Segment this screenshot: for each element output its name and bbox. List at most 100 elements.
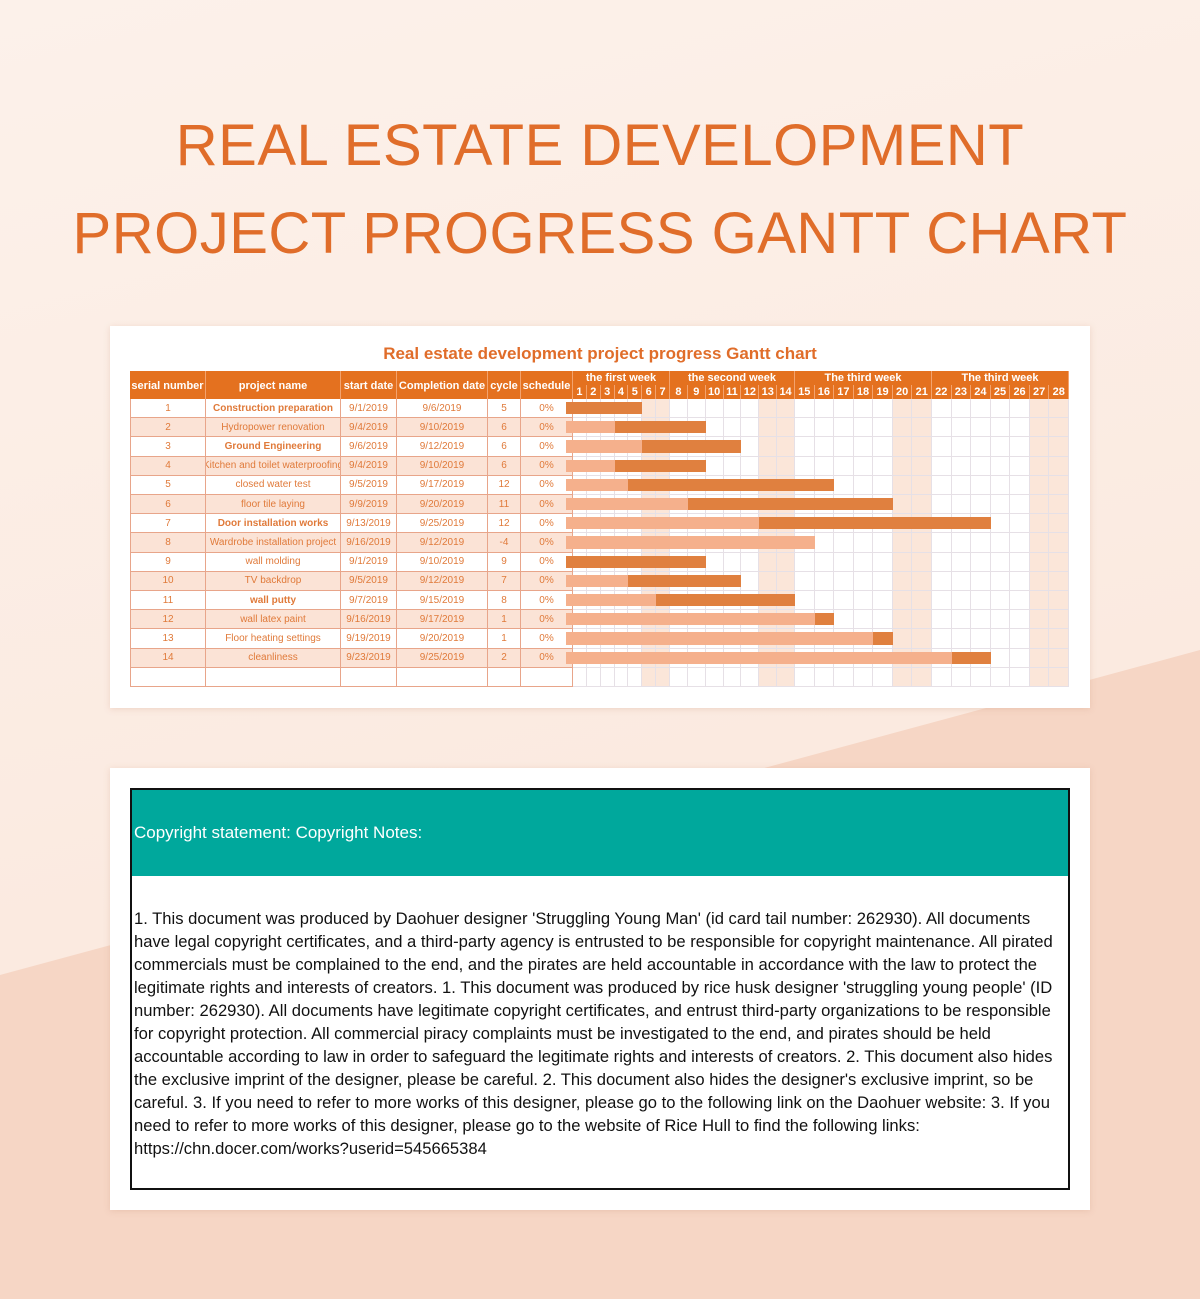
bar-planned	[951, 651, 991, 664]
bar-elapsed	[566, 517, 760, 530]
cell-name: cleanliness	[206, 648, 341, 668]
cell-end: 9/20/2019	[397, 495, 488, 515]
weekend-column	[1029, 399, 1050, 687]
header-week: The third week	[932, 371, 1069, 385]
cell-cycle: 12	[488, 514, 521, 534]
cell-cycle: 11	[488, 495, 521, 515]
header-day: 8	[670, 385, 688, 399]
grid-line-vertical	[891, 399, 893, 687]
grid-line-vertical	[950, 399, 952, 687]
weekend-column	[892, 399, 913, 687]
bar-planned	[566, 402, 643, 415]
cell-cycle: 8	[488, 591, 521, 611]
header-day: 15	[795, 385, 815, 399]
header-day: 5	[628, 385, 643, 399]
cell-cycle: -4	[488, 533, 521, 553]
grid-line-horizontal	[573, 417, 1069, 419]
header-day: 18	[853, 385, 874, 399]
cell-cycle: 6	[488, 437, 521, 457]
cell-start: 9/16/2019	[341, 533, 397, 553]
header-week: The third week	[795, 371, 932, 385]
cell-name: floor tile laying	[206, 495, 341, 515]
cell-serial: 6	[130, 495, 206, 515]
cell-cycle: 6	[488, 456, 521, 476]
cell-serial: 14	[130, 648, 206, 668]
cell-name	[206, 667, 341, 687]
cell-serial: 13	[130, 629, 206, 649]
grid-line-horizontal	[573, 686, 1069, 687]
bar-planned	[687, 498, 893, 511]
cell-schedule	[521, 667, 573, 687]
grid-line-horizontal	[573, 570, 1069, 572]
header-day: 10	[705, 385, 724, 399]
cell-serial: 11	[130, 591, 206, 611]
cell-cycle	[488, 667, 521, 687]
row-shade	[130, 571, 573, 591]
header-day: 28	[1049, 385, 1069, 399]
cell-start: 9/4/2019	[341, 418, 397, 438]
cell-cycle: 1	[488, 629, 521, 649]
grid-line-horizontal	[573, 513, 1069, 515]
bar-elapsed	[566, 594, 657, 607]
bar-elapsed	[566, 613, 815, 626]
header-day: 2	[586, 385, 601, 399]
cell-end: 9/17/2019	[397, 610, 488, 630]
cell-cycle: 12	[488, 475, 521, 495]
cell-start: 9/6/2019	[341, 437, 397, 457]
cell-cycle: 6	[488, 418, 521, 438]
cell-start: 9/1/2019	[341, 399, 397, 419]
header-day: 3	[600, 385, 615, 399]
bar-planned	[656, 594, 795, 607]
cell-end: 9/10/2019	[397, 456, 488, 476]
gantt-card: Real estate development project progress…	[110, 326, 1090, 708]
bar-elapsed	[566, 421, 615, 434]
cell-end: 9/10/2019	[397, 552, 488, 572]
header-cycle: cycle	[488, 371, 521, 399]
cell-serial: 9	[130, 552, 206, 572]
bar-elapsed	[566, 574, 629, 587]
cell-end: 9/12/2019	[397, 571, 488, 591]
header-day: 16	[814, 385, 835, 399]
page-title-line-1: REAL ESTATE DEVELOPMENT	[175, 113, 1025, 178]
header-week: the first week	[573, 371, 670, 385]
cell-name: wall putty	[206, 591, 341, 611]
header-week: the second week	[670, 371, 795, 385]
grid-line-vertical	[1028, 399, 1030, 687]
cell-name: closed water test	[206, 475, 341, 495]
cell-end: 9/12/2019	[397, 533, 488, 553]
grid-line-vertical	[852, 399, 854, 687]
bar-planned	[814, 613, 835, 626]
header-schedule: schedule	[521, 371, 573, 399]
weekend-column	[1049, 399, 1069, 687]
header-day: 22	[932, 385, 952, 399]
grid-line-vertical	[872, 399, 874, 687]
page-title-line-2: PROJECT PROGRESS GANTT CHART	[72, 201, 1128, 266]
row-shade	[130, 610, 573, 630]
cell-end: 9/20/2019	[397, 629, 488, 649]
bar-planned	[628, 574, 742, 587]
cell-serial: 12	[130, 610, 206, 630]
grid-line-vertical	[833, 399, 835, 687]
cell-name: wall latex paint	[206, 610, 341, 630]
bar-planned	[614, 421, 706, 434]
cell-cycle: 9	[488, 552, 521, 572]
header-day: 20	[892, 385, 913, 399]
cell-end: 9/6/2019	[397, 399, 488, 419]
cell-end: 9/10/2019	[397, 418, 488, 438]
cell-start: 9/19/2019	[341, 629, 397, 649]
cell-serial: 1	[130, 399, 206, 419]
cell-name: TV backdrop	[206, 571, 341, 591]
header-day: 1	[573, 385, 587, 399]
grid-line-horizontal	[573, 532, 1069, 534]
cell-start: 9/16/2019	[341, 610, 397, 630]
copyright-body: 1. This document was produced by Daohuer…	[134, 909, 1053, 1158]
bar-planned	[628, 478, 835, 491]
header-day: 21	[912, 385, 932, 399]
bar-elapsed	[566, 459, 615, 472]
header-end: Completion date	[397, 371, 488, 399]
cell-end: 9/17/2019	[397, 475, 488, 495]
cell-start: 9/5/2019	[341, 571, 397, 591]
header-day: 7	[656, 385, 670, 399]
header-day: 11	[723, 385, 742, 399]
cell-end	[397, 667, 488, 687]
